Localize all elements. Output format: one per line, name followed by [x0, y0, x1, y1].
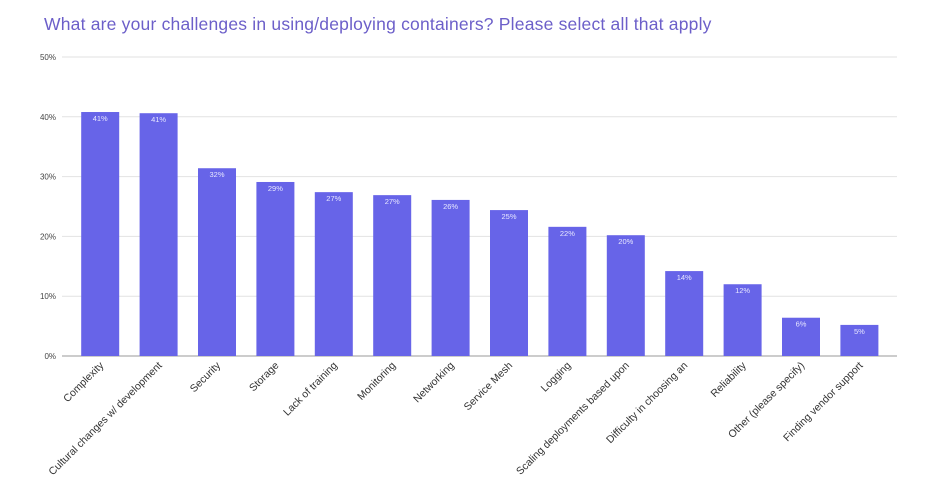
bar: [431, 199, 470, 356]
bar: [373, 195, 412, 356]
x-tick-label: Monitoring: [355, 360, 398, 403]
bar: [81, 112, 120, 357]
data-label: 29%: [268, 184, 283, 193]
x-tick-label: Cultural changes w/ development: [46, 360, 164, 478]
x-tick-label: Security: [188, 359, 224, 395]
y-tick-label: 30%: [40, 173, 56, 182]
data-label: 26%: [443, 202, 458, 211]
y-tick-label: 50%: [40, 53, 56, 62]
x-tick-label: Service Mesh: [462, 360, 516, 414]
bar: [665, 271, 704, 356]
data-label: 5%: [854, 327, 865, 336]
x-tick-label: Complexity: [61, 359, 107, 405]
bar: [723, 284, 762, 356]
bar: [256, 181, 295, 356]
bar: [139, 113, 178, 356]
bar: [490, 210, 528, 356]
bar: [314, 192, 353, 356]
data-label: 27%: [385, 197, 400, 206]
y-tick-label: 0%: [44, 352, 56, 361]
data-label: 41%: [151, 115, 166, 124]
data-label: 27%: [326, 194, 341, 203]
data-label: 22%: [560, 229, 575, 238]
x-tick-label: Logging: [539, 360, 574, 395]
bar: [198, 168, 236, 356]
bar: [606, 235, 645, 356]
data-label: 14%: [677, 273, 692, 282]
y-tick-label: 10%: [40, 292, 56, 301]
chart-title: What are your challenges in using/deploy…: [44, 14, 712, 34]
data-label: 12%: [735, 286, 750, 295]
y-tick-label: 20%: [40, 232, 56, 241]
data-label: 20%: [618, 237, 633, 246]
bar: [782, 317, 820, 356]
data-label: 32%: [209, 170, 224, 179]
x-tick-label: Lack of training: [281, 360, 340, 419]
x-tick-label: Networking: [411, 360, 457, 406]
y-tick-label: 40%: [40, 113, 56, 122]
data-label: 41%: [93, 114, 108, 123]
x-tick-label: Storage: [247, 360, 282, 395]
bar: [840, 324, 879, 356]
x-tick-label: Reliability: [708, 359, 749, 400]
data-label: 25%: [501, 212, 516, 221]
data-label: 6%: [796, 320, 807, 329]
bar: [548, 226, 587, 356]
x-tick-label: Scaling deployments based upon: [514, 360, 632, 478]
